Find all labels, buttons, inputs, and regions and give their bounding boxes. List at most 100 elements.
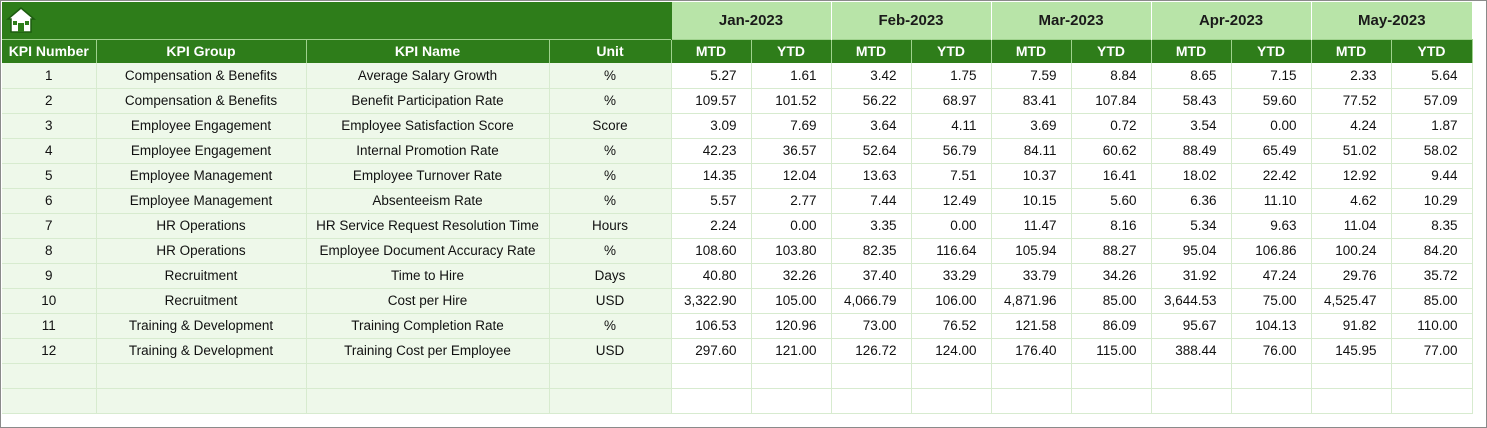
kpi-number-cell[interactable]: 1	[2, 63, 97, 89]
kpi-number-cell[interactable]	[2, 363, 97, 389]
mtd-value-cell[interactable]: 3.09	[671, 113, 752, 139]
column-header-ytd[interactable]: YTD	[1231, 38, 1312, 63]
ytd-value-cell[interactable]: 88.27	[1071, 238, 1152, 264]
ytd-value-cell[interactable]: 9.63	[1231, 213, 1312, 239]
kpi-name-cell[interactable]: Time to Hire	[306, 263, 550, 289]
mtd-value-cell[interactable]: 8.65	[1151, 63, 1232, 89]
ytd-value-cell[interactable]: 0.72	[1071, 113, 1152, 139]
ytd-value-cell[interactable]	[751, 363, 832, 389]
mtd-value-cell[interactable]: 14.35	[671, 163, 752, 189]
column-header-ytd[interactable]: YTD	[1071, 38, 1152, 63]
ytd-value-cell[interactable]: 59.60	[1231, 88, 1312, 114]
mtd-value-cell[interactable]	[991, 388, 1072, 414]
mtd-value-cell[interactable]: 58.43	[1151, 88, 1232, 114]
unit-cell[interactable]	[549, 388, 672, 414]
ytd-value-cell[interactable]: 86.09	[1071, 313, 1152, 339]
mtd-value-cell[interactable]: 2.33	[1311, 63, 1392, 89]
mtd-value-cell[interactable]	[831, 363, 912, 389]
mtd-value-cell[interactable]: 2.24	[671, 213, 752, 239]
ytd-value-cell[interactable]	[1391, 363, 1473, 389]
kpi-group-cell[interactable]: Employee Management	[96, 188, 307, 214]
mtd-value-cell[interactable]: 388.44	[1151, 338, 1232, 364]
kpi-group-cell[interactable]: Recruitment	[96, 288, 307, 314]
mtd-value-cell[interactable]: 29.76	[1311, 263, 1392, 289]
kpi-number-cell[interactable]: 2	[2, 88, 97, 114]
column-header-mtd[interactable]: MTD	[991, 38, 1072, 63]
unit-cell[interactable]: %	[549, 63, 672, 89]
unit-cell[interactable]: %	[549, 188, 672, 214]
mtd-value-cell[interactable]: 37.40	[831, 263, 912, 289]
kpi-name-cell[interactable]: Employee Turnover Rate	[306, 163, 550, 189]
mtd-value-cell[interactable]: 84.11	[991, 138, 1072, 164]
column-header-mtd[interactable]: MTD	[831, 38, 912, 63]
kpi-name-cell[interactable]	[306, 388, 550, 414]
mtd-value-cell[interactable]: 176.40	[991, 338, 1072, 364]
ytd-value-cell[interactable]: 7.69	[751, 113, 832, 139]
unit-cell[interactable]: USD	[549, 338, 672, 364]
column-header-ytd[interactable]: YTD	[751, 38, 832, 63]
ytd-value-cell[interactable]: 65.49	[1231, 138, 1312, 164]
column-header-kpi-name[interactable]: KPI Name	[306, 38, 550, 63]
ytd-value-cell[interactable]: 106.86	[1231, 238, 1312, 264]
mtd-value-cell[interactable]: 13.63	[831, 163, 912, 189]
ytd-value-cell[interactable]: 1.61	[751, 63, 832, 89]
ytd-value-cell[interactable]	[1231, 388, 1312, 414]
unit-cell[interactable]: Days	[549, 263, 672, 289]
ytd-value-cell[interactable]: 35.72	[1391, 263, 1473, 289]
ytd-value-cell[interactable]: 0.00	[1231, 113, 1312, 139]
kpi-name-cell[interactable]: Training Completion Rate	[306, 313, 550, 339]
column-header-ytd[interactable]: YTD	[911, 38, 992, 63]
kpi-group-cell[interactable]: Training & Development	[96, 313, 307, 339]
ytd-value-cell[interactable]: 7.15	[1231, 63, 1312, 89]
kpi-number-cell[interactable]	[2, 388, 97, 414]
column-header-mtd[interactable]: MTD	[1151, 38, 1232, 63]
kpi-group-cell[interactable]: Compensation & Benefits	[96, 63, 307, 89]
mtd-value-cell[interactable]	[671, 363, 752, 389]
column-header-kpi-group[interactable]: KPI Group	[96, 38, 307, 63]
ytd-value-cell[interactable]: 0.00	[751, 213, 832, 239]
column-header-mtd[interactable]: MTD	[1311, 38, 1392, 63]
ytd-value-cell[interactable]: 0.00	[911, 213, 992, 239]
mtd-value-cell[interactable]	[991, 363, 1072, 389]
mtd-value-cell[interactable]: 83.41	[991, 88, 1072, 114]
ytd-value-cell[interactable]: 56.79	[911, 138, 992, 164]
kpi-group-cell[interactable]: Training & Development	[96, 338, 307, 364]
mtd-value-cell[interactable]: 10.15	[991, 188, 1072, 214]
mtd-value-cell[interactable]: 126.72	[831, 338, 912, 364]
ytd-value-cell[interactable]	[751, 388, 832, 414]
unit-cell[interactable]: %	[549, 163, 672, 189]
kpi-number-cell[interactable]: 11	[2, 313, 97, 339]
mtd-value-cell[interactable]: 11.47	[991, 213, 1072, 239]
mtd-value-cell[interactable]	[1311, 388, 1392, 414]
ytd-value-cell[interactable]: 105.00	[751, 288, 832, 314]
column-header-mtd[interactable]: MTD	[671, 38, 752, 63]
ytd-value-cell[interactable]: 8.16	[1071, 213, 1152, 239]
unit-cell[interactable]: %	[549, 88, 672, 114]
mtd-value-cell[interactable]: 5.27	[671, 63, 752, 89]
ytd-value-cell[interactable]: 104.13	[1231, 313, 1312, 339]
unit-cell[interactable]: %	[549, 313, 672, 339]
ytd-value-cell[interactable]: 106.00	[911, 288, 992, 314]
mtd-value-cell[interactable]: 18.02	[1151, 163, 1232, 189]
ytd-value-cell[interactable]: 22.42	[1231, 163, 1312, 189]
mtd-value-cell[interactable]: 6.36	[1151, 188, 1232, 214]
ytd-value-cell[interactable]	[1391, 388, 1473, 414]
mtd-value-cell[interactable]: 40.80	[671, 263, 752, 289]
mtd-value-cell[interactable]: 31.92	[1151, 263, 1232, 289]
kpi-name-cell[interactable]	[306, 363, 550, 389]
ytd-value-cell[interactable]	[1071, 388, 1152, 414]
kpi-number-cell[interactable]: 12	[2, 338, 97, 364]
ytd-value-cell[interactable]	[911, 363, 992, 389]
ytd-value-cell[interactable]: 85.00	[1391, 288, 1473, 314]
mtd-value-cell[interactable]: 109.57	[671, 88, 752, 114]
mtd-value-cell[interactable]: 51.02	[1311, 138, 1392, 164]
mtd-value-cell[interactable]: 7.59	[991, 63, 1072, 89]
ytd-value-cell[interactable]	[1231, 363, 1312, 389]
mtd-value-cell[interactable]: 3,322.90	[671, 288, 752, 314]
kpi-number-cell[interactable]: 10	[2, 288, 97, 314]
kpi-group-cell[interactable]: Recruitment	[96, 263, 307, 289]
kpi-group-cell[interactable]	[96, 363, 307, 389]
ytd-value-cell[interactable]	[1071, 363, 1152, 389]
kpi-number-cell[interactable]: 7	[2, 213, 97, 239]
unit-cell[interactable]: USD	[549, 288, 672, 314]
